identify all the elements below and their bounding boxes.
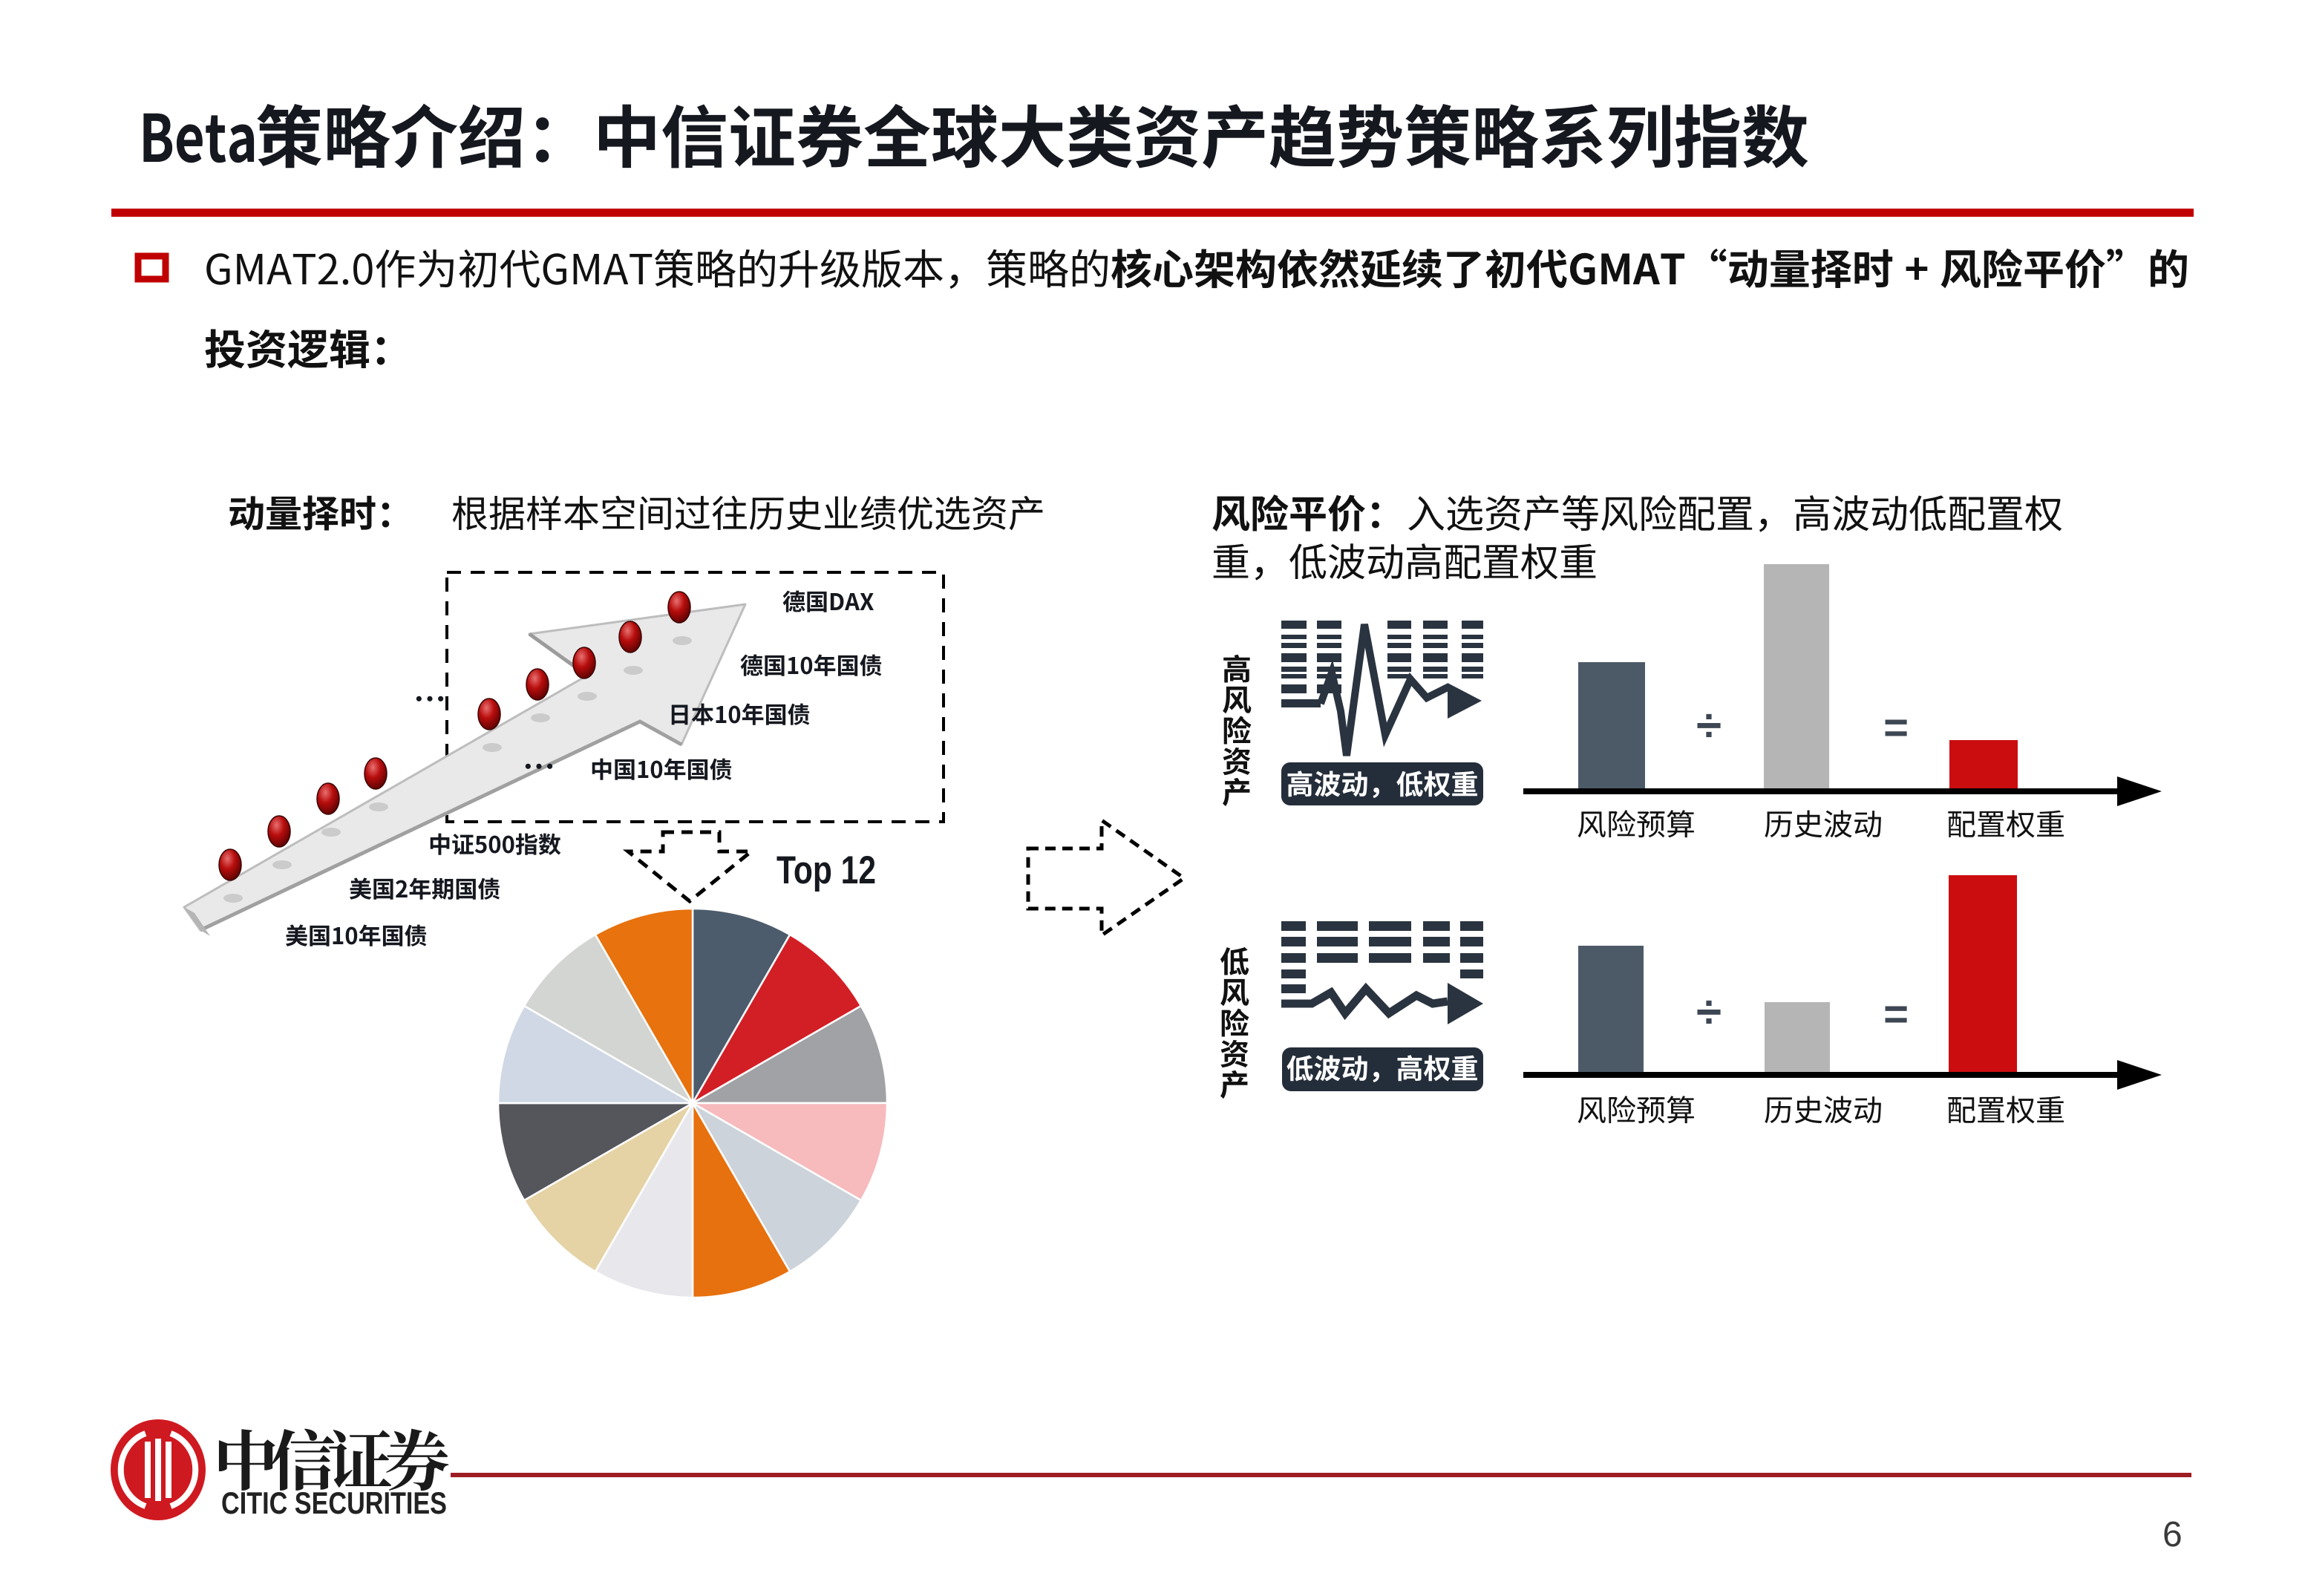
svg-text:÷: ÷ (1696, 987, 1722, 1038)
svg-text:Top 12: Top 12 (776, 848, 876, 892)
svg-text:CITIC SECURITIES: CITIC SECURITIES (221, 1485, 447, 1520)
svg-text:÷: ÷ (1696, 700, 1722, 751)
svg-text:=: = (1883, 990, 1909, 1039)
svg-text:6: 6 (2162, 1515, 2183, 1554)
svg-text:=: = (1883, 704, 1909, 752)
